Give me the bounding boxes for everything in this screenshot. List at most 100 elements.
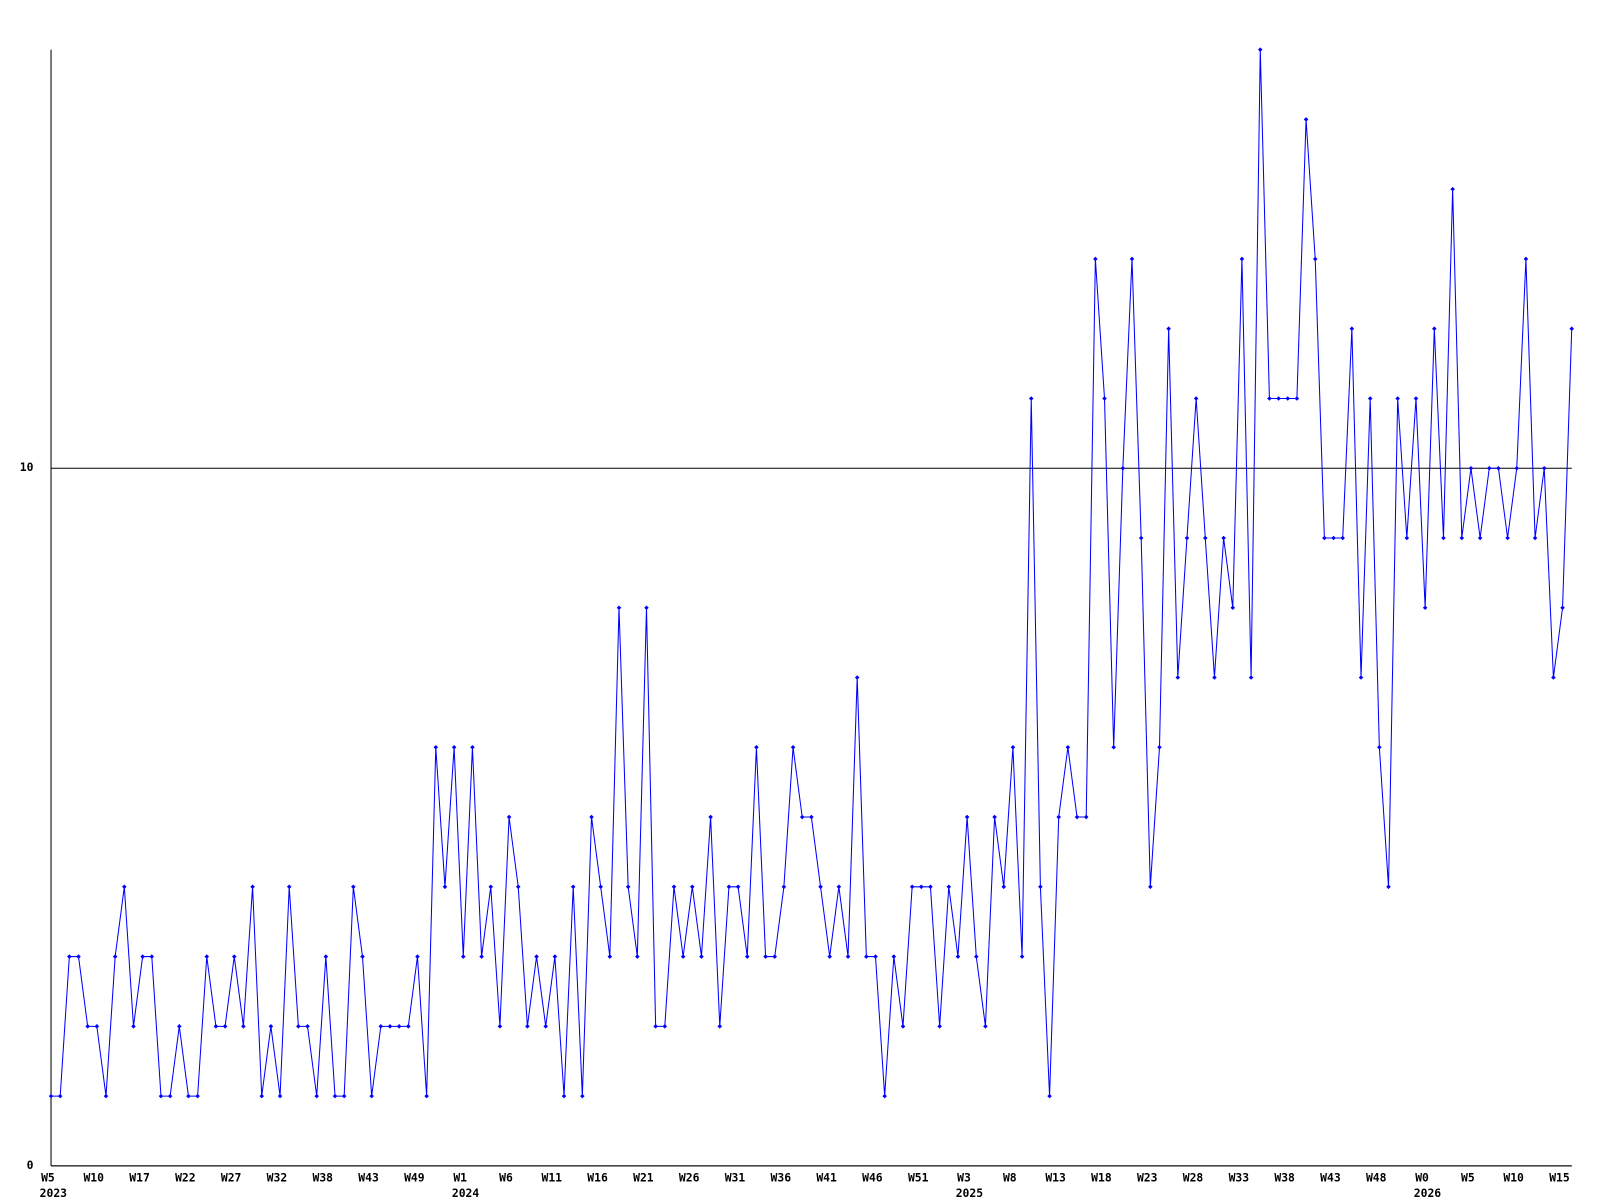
data-point — [1047, 1093, 1052, 1099]
data-point — [112, 954, 118, 959]
data-point — [479, 954, 484, 959]
data-line — [51, 49, 1573, 1097]
data-point — [57, 1093, 63, 1099]
x-tick-label: W32 — [267, 1170, 288, 1184]
data-point — [470, 745, 475, 750]
data-point — [690, 884, 695, 890]
data-point — [396, 1024, 402, 1029]
data-point — [653, 1024, 658, 1029]
data-point — [580, 1093, 585, 1099]
x-tick-label: W18 — [1091, 1170, 1112, 1184]
x-tick-label: W28 — [1183, 1170, 1204, 1184]
data-point — [186, 1093, 191, 1099]
data-point — [1276, 396, 1281, 401]
data-point — [506, 814, 512, 820]
data-point — [351, 884, 356, 890]
x-tick-label: W36 — [771, 1170, 792, 1184]
x-tick-label: W17 — [129, 1170, 150, 1184]
data-point — [726, 884, 732, 890]
data-point — [589, 814, 594, 820]
data-point — [67, 954, 72, 959]
x-tick-label: W5 — [1461, 1170, 1475, 1184]
data-point — [369, 1093, 374, 1099]
data-point — [406, 1024, 411, 1029]
data-point — [909, 884, 915, 890]
x-tick-label: W11 — [542, 1170, 563, 1184]
data-point — [1395, 396, 1400, 401]
x-tick-label: W38 — [312, 1170, 333, 1184]
data-point — [763, 954, 768, 959]
data-point — [1019, 954, 1025, 959]
data-point — [103, 1093, 109, 1099]
data-point — [1551, 675, 1556, 680]
data-point — [1477, 535, 1483, 541]
data-point — [644, 605, 649, 611]
data-point — [158, 1093, 164, 1099]
data-point — [827, 954, 832, 959]
data-point — [1487, 465, 1492, 471]
data-point — [140, 954, 145, 959]
data-point — [195, 1093, 200, 1099]
x-tick-label: W43 — [1320, 1170, 1341, 1184]
data-point — [992, 814, 997, 820]
data-point — [1505, 535, 1510, 541]
data-point — [387, 1024, 393, 1029]
data-point — [1001, 884, 1007, 890]
year-label: 2026 — [1414, 1186, 1442, 1200]
data-point — [680, 954, 686, 959]
x-tick-label: W16 — [587, 1170, 608, 1184]
data-point — [451, 745, 457, 750]
x-tick-label: W23 — [1137, 1170, 1158, 1184]
data-point — [955, 954, 961, 959]
data-point — [1148, 884, 1153, 890]
data-point — [378, 1024, 384, 1029]
data-point — [790, 745, 796, 750]
data-point — [1285, 396, 1291, 401]
data-point — [131, 1024, 136, 1029]
data-point — [1468, 465, 1474, 471]
data-point — [1074, 814, 1080, 820]
data-point — [305, 1024, 310, 1029]
data-point — [708, 814, 713, 820]
data-point — [1560, 605, 1565, 611]
data-point — [1157, 745, 1162, 750]
data-point — [625, 884, 631, 890]
data-point — [900, 1024, 906, 1029]
data-point — [415, 954, 420, 959]
data-point — [964, 814, 970, 820]
data-point — [607, 954, 613, 959]
x-tick-label: W27 — [221, 1170, 242, 1184]
data-point — [497, 1024, 503, 1029]
data-point — [231, 954, 237, 959]
data-point — [515, 884, 521, 890]
data-point — [845, 954, 851, 959]
x-tick-label: W26 — [679, 1170, 700, 1184]
data-point — [1221, 535, 1226, 541]
data-point — [1028, 396, 1034, 401]
data-point — [809, 814, 814, 820]
data-point — [1322, 535, 1327, 541]
data-point — [1010, 745, 1016, 750]
data-point — [1523, 256, 1529, 262]
data-point — [525, 1024, 530, 1029]
data-point — [1386, 884, 1391, 890]
data-point — [1166, 326, 1171, 331]
data-point — [1102, 396, 1107, 401]
x-tick-label: W8 — [1003, 1170, 1017, 1184]
data-point — [268, 1024, 274, 1029]
x-tick-label: W38 — [1274, 1170, 1295, 1184]
data-point — [1212, 675, 1217, 680]
data-point — [222, 1024, 228, 1029]
data-point — [1303, 117, 1309, 122]
data-point — [488, 884, 494, 890]
data-point — [1056, 814, 1061, 820]
data-point — [1193, 396, 1199, 401]
data-point — [717, 1024, 723, 1029]
data-point — [1111, 745, 1116, 750]
data-point — [744, 954, 750, 959]
data-point — [552, 954, 558, 959]
data-point — [314, 1093, 319, 1099]
data-point — [534, 954, 539, 959]
x-tick-label: W0 — [1415, 1170, 1429, 1184]
